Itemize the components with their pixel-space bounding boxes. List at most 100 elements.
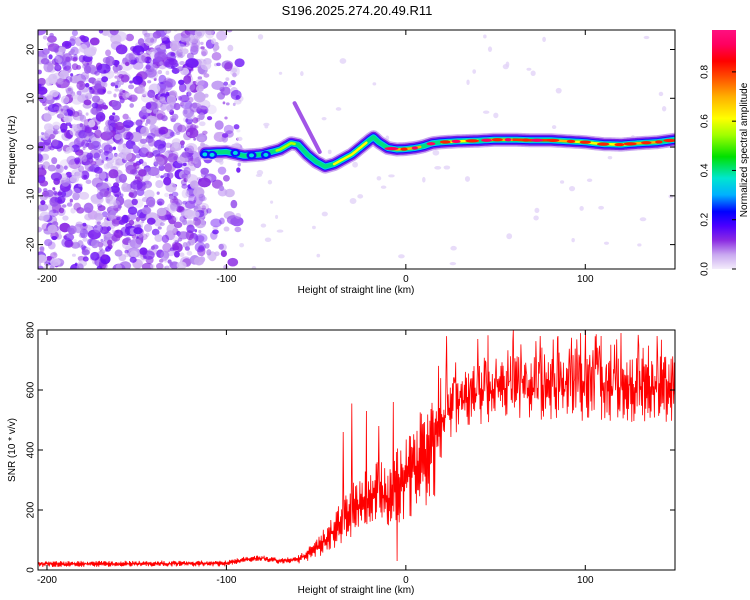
spectrogram-noise-blob <box>200 167 209 175</box>
spectrogram-noise-blob <box>124 61 130 67</box>
spectrogram-noise-blob <box>131 198 138 206</box>
spectrogram-noise-blob <box>40 131 45 136</box>
spectrogram-noise-blob <box>43 188 48 192</box>
spectrogram-noise-blob <box>71 63 79 71</box>
spectrogram-speckle <box>321 117 327 121</box>
snr-plot-area <box>38 330 675 567</box>
spectrogram-noise-blob <box>97 203 103 208</box>
spectrogram-noise-blob <box>46 256 52 261</box>
spectrogram-noise-blob <box>65 121 72 126</box>
spectrogram-noise-blob <box>129 148 134 153</box>
spectrogram-noise-blob <box>142 180 153 189</box>
spectrogram-noise-blob <box>95 174 99 178</box>
spectrogram-noise-blob <box>97 241 104 248</box>
spectrogram-noise-blob <box>197 76 203 80</box>
spectrogram-noise-blob <box>186 88 192 93</box>
spectrogram-noise-blob <box>42 101 47 107</box>
spectrogram-noise-blob <box>131 233 137 239</box>
spectrogram-noise-blob <box>145 151 154 158</box>
snr-x-label: Height of straight line (km) <box>298 585 415 596</box>
spectrogram-noise-blob <box>223 124 234 135</box>
spectrogram-frame <box>37 29 676 270</box>
spectrogram-noise-blob <box>186 224 195 234</box>
spectrogram-noise-blob <box>152 95 160 102</box>
spectrogram-noise-blob <box>152 31 162 39</box>
spectrogram-noise-blob <box>70 106 73 110</box>
spectrogram-noise-blob <box>119 261 132 269</box>
spectrogram-noise-blob <box>105 49 111 57</box>
spectrogram-noise-blob <box>103 150 109 156</box>
spectrogram-noise-blob <box>179 94 190 103</box>
spectrogram-noise-blob <box>71 239 78 244</box>
spectrogram-speckle <box>300 71 304 77</box>
spectrogram-speckle <box>598 205 604 210</box>
spectrogram-noise-blob <box>112 146 117 151</box>
spectrogram-noise-blob <box>154 234 163 243</box>
spectrogram-noise-blob <box>113 81 119 86</box>
spectrogram-noise-blob <box>166 150 179 161</box>
spectrogram-noise-blob <box>112 112 116 116</box>
spectrogram-noise-blob <box>135 119 143 127</box>
spectrogram-y-tick-label: 0 <box>26 144 37 150</box>
spectrogram-noise-blob <box>200 46 205 50</box>
snr-x-tick-label: -100 <box>216 575 236 586</box>
spectrogram-noise-blob <box>70 207 76 214</box>
spectrogram-noise-blob <box>98 247 103 251</box>
spectrogram-noise-blob <box>97 205 106 212</box>
spectrogram-hotspot <box>530 138 544 142</box>
spectrogram-speckle <box>260 223 267 228</box>
spectrogram-noise-blob <box>227 83 232 88</box>
spectrogram-noise-blob <box>131 140 135 145</box>
spectrogram-noise-blob <box>94 83 102 91</box>
spectrogram-speckle <box>372 82 377 86</box>
spectrogram-noise-blob <box>194 125 199 129</box>
spectrogram-noise-blob <box>132 75 143 85</box>
spectrogram-noise-blob <box>171 243 179 251</box>
spectrogram-noise-blob <box>105 55 115 67</box>
spectrogram-hotspot <box>400 147 408 151</box>
spectrogram-speckle <box>270 200 274 204</box>
spectrogram-speckle <box>236 136 243 141</box>
spectrogram-noise-blob <box>162 266 166 269</box>
spectrogram-noise-blob <box>117 204 122 209</box>
spectrogram-noise-blob <box>102 104 109 110</box>
spectrogram-noise-blob <box>46 93 53 101</box>
spectrogram-noise-blob <box>38 187 42 194</box>
spectrogram-noise-blob <box>70 73 74 77</box>
spectrogram-noise-blob <box>89 164 100 173</box>
spectrogram-noise-blob <box>194 156 201 163</box>
spectrogram-noise-blob <box>83 65 92 74</box>
spectrogram-noise-blob <box>200 41 204 46</box>
spectrogram-noise-blob <box>190 44 200 52</box>
spectrogram-noise-blob <box>204 30 215 39</box>
spectrogram-speckle <box>533 215 539 221</box>
spectrogram-noise-blob <box>185 143 198 154</box>
spectrogram-noise-blob <box>189 102 202 113</box>
spectrogram-noise-blob <box>128 84 135 90</box>
spectrogram-noise-blob <box>185 58 199 69</box>
spectrogram-speckle <box>506 233 513 240</box>
spectrogram-noise-blob <box>145 118 151 124</box>
spectrogram-speckle <box>603 241 610 245</box>
spectrogram-noise-blob <box>71 123 77 130</box>
spectrogram-noise-blob <box>141 144 151 154</box>
spectrogram-noise-blob <box>96 63 111 74</box>
spectrogram-noise-blob <box>38 153 43 162</box>
spectrogram-noise-blob <box>54 124 59 130</box>
spectrogram-noise-blob <box>143 223 153 233</box>
spectrogram-noise-blob <box>40 200 46 206</box>
spectrogram-noise-blob <box>152 109 158 114</box>
spectrogram-noise-blob <box>163 172 170 179</box>
spectrogram-noise-blob <box>201 106 207 111</box>
spectrogram-hotspot <box>411 146 418 150</box>
spectrogram-noise-blob <box>89 37 100 46</box>
spectrogram-noise-blob <box>105 232 112 238</box>
spectrogram-noise-blob <box>169 109 175 116</box>
spectrogram-hotspot <box>614 142 625 147</box>
spectrogram-speckle <box>668 194 674 199</box>
spectrogram-noise-blob <box>93 213 104 221</box>
spectrogram-noise-blob <box>48 73 58 85</box>
spectrogram-noise-blob <box>164 58 179 69</box>
spectrogram-noise-blob <box>54 64 62 72</box>
